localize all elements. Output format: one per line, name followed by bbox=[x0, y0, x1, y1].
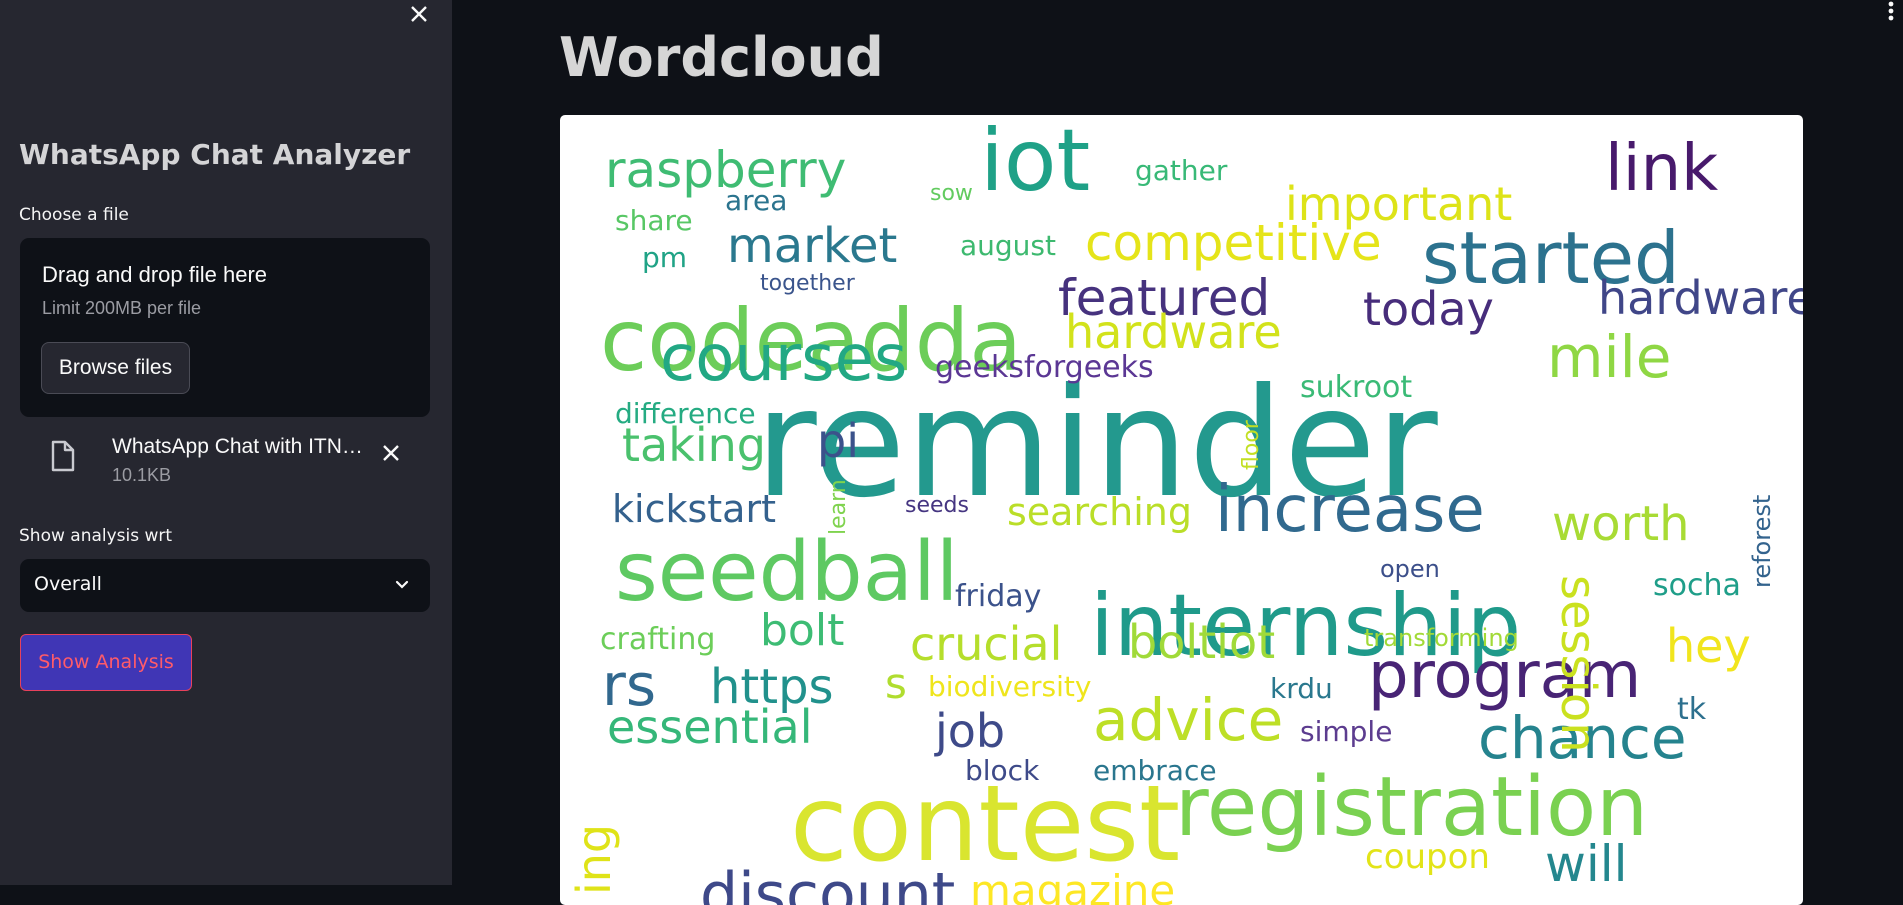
wordcloud-word: will bbox=[1545, 835, 1628, 893]
wordcloud-word: codeadda bbox=[600, 291, 1022, 391]
wordcloud-word: sow bbox=[930, 181, 973, 206]
wordcloud-word: contest bbox=[790, 763, 1180, 885]
uploaded-file: WhatsApp Chat with ITN… 10.1KB bbox=[20, 425, 430, 495]
wordcloud-word: difference bbox=[615, 397, 756, 430]
select-value: Overall bbox=[34, 573, 102, 595]
uploader-label: Choose a file bbox=[19, 205, 129, 225]
wordcloud-word: learn bbox=[826, 479, 851, 535]
wordcloud-canvas: reminder contest codeadda internship seedbal… bbox=[567, 115, 1803, 905]
wordcloud-word: essential bbox=[607, 700, 812, 754]
wordcloud-word: socha bbox=[1653, 568, 1741, 603]
wordcloud-word: internship bbox=[1090, 576, 1521, 676]
wordcloud-word: advice bbox=[1093, 686, 1283, 754]
wordcloud-word: worth bbox=[1552, 496, 1690, 552]
wordcloud-word: searching bbox=[1007, 490, 1192, 534]
wordcloud-word: job bbox=[934, 704, 1005, 758]
wordcloud-word: rs bbox=[602, 651, 656, 719]
wordcloud-word: block bbox=[965, 754, 1040, 787]
sidebar-title: WhatsApp Chat Analyzer bbox=[19, 138, 411, 171]
wordcloud-word: friday bbox=[955, 579, 1041, 614]
wordcloud-word: seedball bbox=[615, 525, 959, 620]
wordcloud-word: hardware bbox=[1065, 305, 1282, 359]
wordcloud-word: together bbox=[760, 271, 856, 296]
wordcloud-word: market bbox=[727, 218, 897, 274]
analysis-user-select[interactable]: Overall bbox=[20, 559, 430, 612]
show-analysis-button[interactable]: Show Analysis bbox=[20, 634, 192, 691]
wordcloud-word: link bbox=[1605, 132, 1718, 206]
wordcloud-word: iot bbox=[980, 115, 1090, 211]
browse-files-button[interactable]: Browse files bbox=[41, 342, 190, 394]
wordcloud-word: coupon bbox=[1365, 837, 1490, 877]
wordcloud-word: tk bbox=[1677, 692, 1707, 727]
wordcloud-word: biodiversity bbox=[928, 670, 1091, 703]
wordcloud-word: https bbox=[710, 659, 834, 715]
wordcloud-word: hardware bbox=[1598, 271, 1803, 325]
main-menu-button[interactable] bbox=[1886, 0, 1896, 26]
wordcloud-word: magazine bbox=[970, 866, 1175, 905]
wordcloud-word: important bbox=[1285, 177, 1512, 231]
chevron-down-icon bbox=[395, 580, 409, 589]
wordcloud-word: featured bbox=[1058, 269, 1270, 327]
wordcloud-word: simple bbox=[1300, 715, 1392, 748]
wordcloud-word: raspberry bbox=[605, 141, 846, 199]
dropzone-limit: Limit 200MB per file bbox=[42, 298, 202, 318]
wordcloud-word: transforming bbox=[1364, 624, 1519, 652]
page-title: Wordcloud bbox=[559, 26, 884, 89]
close-icon bbox=[411, 6, 427, 22]
wordcloud-image: reminder contest codeadda internship seedbal… bbox=[560, 115, 1803, 905]
wordcloud-word: seeds bbox=[905, 493, 969, 518]
wordcloud-word: reminder bbox=[755, 357, 1438, 531]
wordcloud-word: bolt bbox=[760, 605, 844, 656]
wordcloud-word: area bbox=[725, 184, 787, 217]
wordcloud-word: s bbox=[885, 659, 907, 708]
wordcloud-word: discount bbox=[700, 860, 955, 905]
file-size: 10.1KB bbox=[112, 465, 172, 485]
wordcloud-word: taking bbox=[622, 418, 766, 472]
wordcloud-word: started bbox=[1422, 216, 1680, 300]
wordcloud-word: hey bbox=[1666, 619, 1751, 673]
wordcloud-word: courses bbox=[660, 322, 907, 396]
wordcloud-word: geeksforgeeks bbox=[935, 350, 1154, 385]
wordcloud-word: floor bbox=[1239, 419, 1264, 470]
file-dropzone[interactable]: Drag and drop file here Limit 200MB per … bbox=[20, 238, 430, 417]
wordcloud-word: embrace bbox=[1093, 754, 1217, 787]
wordcloud-word: gather bbox=[1135, 154, 1228, 187]
more-vertical-icon bbox=[1888, 1, 1894, 21]
wordcloud-word: today bbox=[1363, 282, 1494, 336]
wordcloud-word: pi bbox=[817, 414, 859, 468]
wordcloud-word: increase bbox=[1215, 473, 1485, 547]
wordcloud-word: chance bbox=[1478, 704, 1687, 772]
wordcloud-word: sukroot bbox=[1300, 370, 1412, 405]
wordcloud-word: boltiot bbox=[1128, 615, 1275, 669]
file-name: WhatsApp Chat with ITN… bbox=[112, 435, 363, 458]
wordcloud-word: competitive bbox=[1085, 214, 1382, 272]
wordcloud-word: crucial bbox=[910, 617, 1062, 671]
close-icon bbox=[383, 445, 399, 461]
wordcloud-word: crafting bbox=[600, 622, 715, 657]
wordcloud-word: mile bbox=[1547, 323, 1671, 391]
wordcloud-word: krdu bbox=[1270, 672, 1333, 705]
wordcloud-word: august bbox=[960, 229, 1056, 262]
remove-file-button[interactable] bbox=[382, 441, 400, 467]
wordcloud-word: open bbox=[1380, 555, 1440, 583]
wordcloud-word: share bbox=[615, 204, 693, 237]
close-sidebar-button[interactable] bbox=[406, 0, 432, 28]
wordcloud-word: ing bbox=[567, 824, 621, 895]
wordcloud-word: program bbox=[1368, 639, 1641, 713]
wordcloud-word: registration bbox=[1175, 760, 1648, 855]
file-icon bbox=[51, 440, 75, 472]
wordcloud-word: session bbox=[1550, 575, 1606, 753]
wordcloud-word: kickstart bbox=[612, 487, 776, 531]
sidebar: WhatsApp Chat Analyzer Choose a file Dra… bbox=[0, 0, 452, 885]
dropzone-instruction: Drag and drop file here bbox=[42, 262, 268, 287]
select-label: Show analysis wrt bbox=[19, 526, 173, 546]
wordcloud-word: reforest bbox=[1748, 495, 1776, 588]
wordcloud-word: pm bbox=[642, 241, 687, 274]
